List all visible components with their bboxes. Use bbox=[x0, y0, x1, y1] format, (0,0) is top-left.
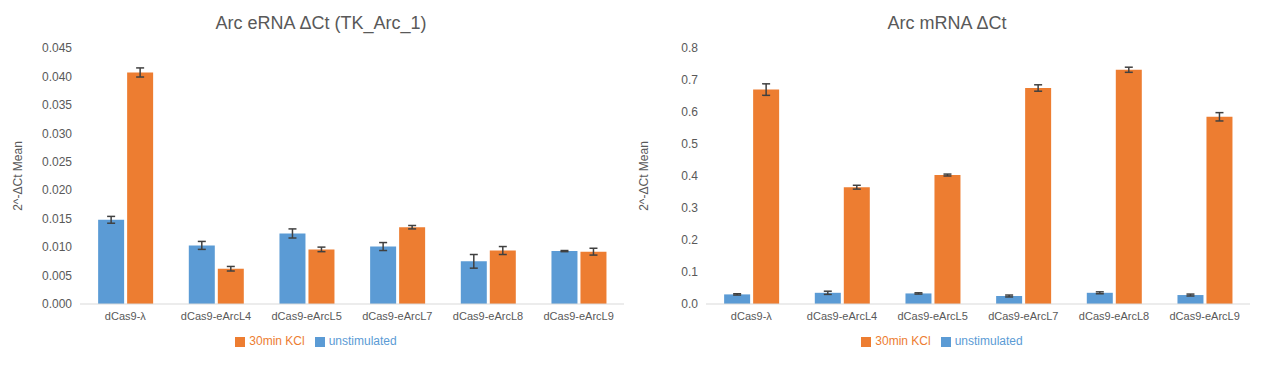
html-text:unstimulated: unstimulated bbox=[954, 334, 1023, 348]
html-text:30min KCl: 30min KCl bbox=[249, 334, 305, 348]
svg-text:0.030: 0.030 bbox=[42, 127, 72, 141]
svg-text:0.2: 0.2 bbox=[681, 233, 698, 247]
html-text:Arc eRNA ΔCt (TK_Arc_1): Arc eRNA ΔCt (TK_Arc_1) bbox=[215, 13, 427, 33]
svg-text:dCas9-eArcL4: dCas9-eArcL4 bbox=[807, 310, 877, 322]
svg-text:dCas9-λ: dCas9-λ bbox=[105, 310, 146, 322]
svg-text:dCas9-eArcL5: dCas9-eArcL5 bbox=[898, 310, 968, 322]
svg-text:dCas9-eArcL8: dCas9-eArcL8 bbox=[453, 310, 523, 322]
svg-text:2^-ΔCt Mean: 2^-ΔCt Mean bbox=[11, 141, 25, 211]
html-text:Arc mRNA ΔCt: Arc mRNA ΔCt bbox=[887, 13, 1007, 33]
svg-text:0.015: 0.015 bbox=[42, 212, 72, 226]
svg-text:0.010: 0.010 bbox=[42, 240, 72, 254]
svg-text:dCas9-eArcL8: dCas9-eArcL8 bbox=[1079, 310, 1149, 322]
svg-text:0.8: 0.8 bbox=[681, 41, 698, 55]
svg-text:0.0: 0.0 bbox=[681, 297, 698, 311]
svg-text:0.025: 0.025 bbox=[42, 155, 72, 169]
svg-text:dCas9-λ: dCas9-λ bbox=[731, 310, 772, 322]
svg-text:0.5: 0.5 bbox=[681, 137, 698, 151]
svg-text:0.6: 0.6 bbox=[681, 105, 698, 119]
svg-text:0.1: 0.1 bbox=[681, 265, 698, 279]
svg-text:0.035: 0.035 bbox=[42, 98, 72, 112]
svg-text:dCas9-eArcL5: dCas9-eArcL5 bbox=[272, 310, 342, 322]
svg-text:dCas9-eArcL4: dCas9-eArcL4 bbox=[181, 310, 251, 322]
svg-text:dCas9-eArcL9: dCas9-eArcL9 bbox=[1170, 310, 1240, 322]
svg-text:dCas9-eArcL9: dCas9-eArcL9 bbox=[544, 310, 614, 322]
html-text:30min KCl: 30min KCl bbox=[875, 334, 931, 348]
html-text:unstimulated: unstimulated bbox=[328, 334, 397, 348]
svg-text:0.040: 0.040 bbox=[42, 70, 72, 84]
svg-text:0.4: 0.4 bbox=[681, 169, 698, 183]
svg-text:0.000: 0.000 bbox=[42, 297, 72, 311]
svg-text:0.020: 0.020 bbox=[42, 183, 72, 197]
svg-text:dCas9-eArcL7: dCas9-eArcL7 bbox=[362, 310, 432, 322]
svg-text:0.045: 0.045 bbox=[42, 41, 72, 55]
svg-text:dCas9-eArcL7: dCas9-eArcL7 bbox=[988, 310, 1058, 322]
svg-text:0.005: 0.005 bbox=[42, 269, 72, 283]
svg-text:0.7: 0.7 bbox=[681, 73, 698, 87]
svg-text:0.3: 0.3 bbox=[681, 201, 698, 215]
svg-text:2^-ΔCt Mean: 2^-ΔCt Mean bbox=[637, 141, 651, 211]
